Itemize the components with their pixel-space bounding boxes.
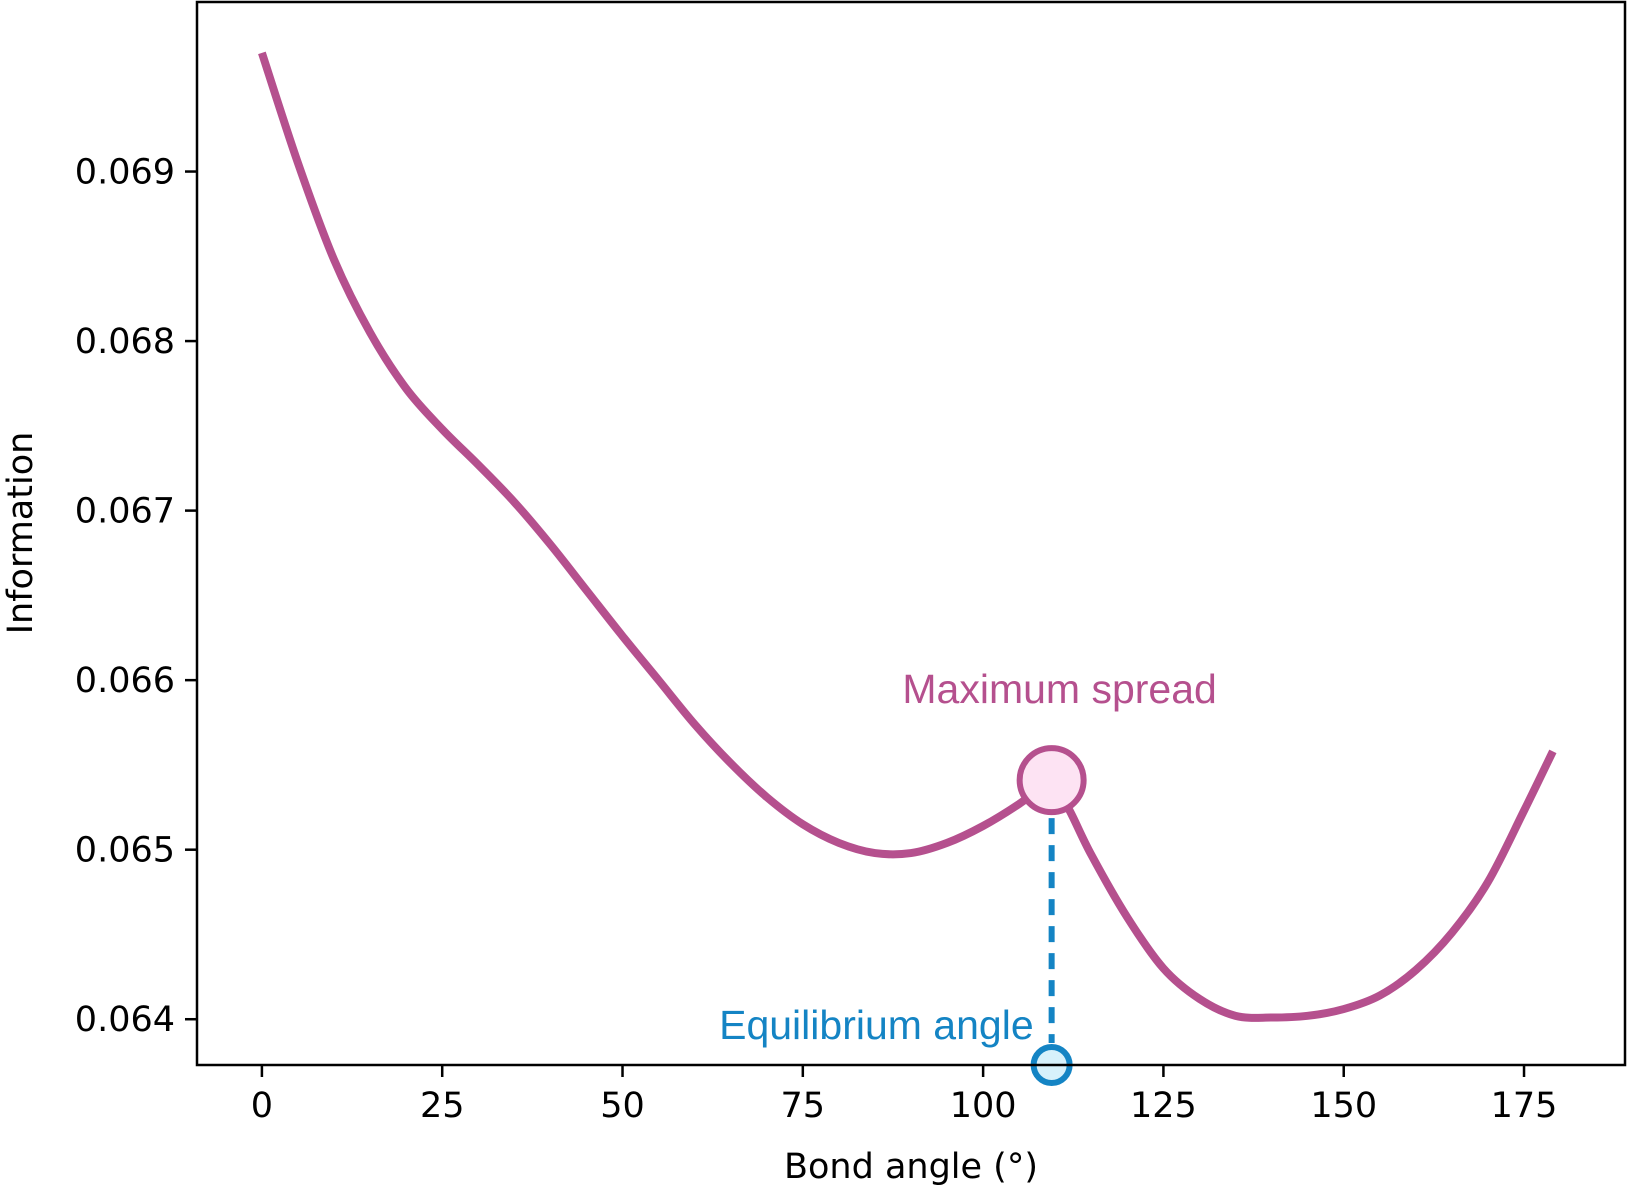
x-tick-label: 150 [1310, 1086, 1377, 1126]
x-tick-label: 75 [781, 1086, 826, 1126]
y-tick-label: 0.067 [75, 492, 175, 532]
y-axis-ticks: 0.064 0.065 0.066 0.067 0.068 0.069 [75, 153, 197, 1040]
x-axis-title: Bond angle (°) [784, 1147, 1038, 1187]
plot-frame [195, 0, 1627, 1067]
maximum-spread-marker [1016, 745, 1087, 816]
x-tick-label: 50 [600, 1086, 645, 1126]
y-tick-label: 0.069 [75, 153, 175, 193]
y-tick-label: 0.068 [75, 322, 175, 362]
x-tick-label: 25 [420, 1086, 465, 1126]
x-tick-label: 100 [950, 1086, 1017, 1126]
series-line [1048, 749, 1557, 1022]
x-tick-label: 175 [1491, 1086, 1558, 1126]
y-tick-label: 0.064 [75, 1000, 175, 1040]
maximum-spread-label: Maximum spread [902, 666, 1216, 712]
equilibrium-angle-label: Equilibrium angle [719, 1002, 1034, 1048]
y-tick-label: 0.066 [75, 661, 175, 701]
x-axis-ticks: 0 25 50 75 100 125 150 175 [251, 1065, 1558, 1126]
y-tick-label: 0.065 [75, 831, 175, 871]
annotation-layer: Maximum spread Equilibrium angle [719, 666, 1217, 1086]
series-layer [258, 51, 1557, 1022]
x-tick-label: 125 [1130, 1086, 1197, 1126]
series-line [258, 51, 1055, 859]
x-tick-label: 0 [251, 1086, 273, 1126]
y-axis-title: Information [1, 432, 41, 635]
